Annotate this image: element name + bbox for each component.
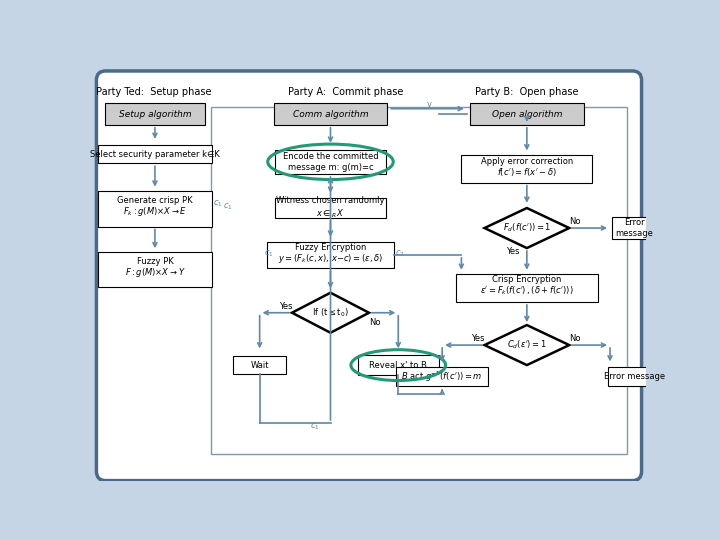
Text: $B$ act $g^{-1}(f(c'))=m$: $B$ act $g^{-1}(f(c'))=m$ bbox=[402, 369, 483, 384]
Bar bbox=[396, 367, 488, 386]
Polygon shape bbox=[292, 293, 369, 333]
Text: Open algorithm: Open algorithm bbox=[492, 110, 562, 119]
Text: Fuzzy PK: Fuzzy PK bbox=[137, 258, 174, 266]
Text: $c_1$: $c_1$ bbox=[222, 202, 233, 213]
Text: No: No bbox=[569, 218, 580, 226]
Bar bbox=[98, 191, 212, 226]
Bar bbox=[98, 252, 212, 287]
Text: y: y bbox=[426, 100, 431, 109]
Text: Party B:  Open phase: Party B: Open phase bbox=[475, 87, 579, 97]
Bar bbox=[211, 107, 627, 454]
Text: $F_k: g(M){\times}X{\rightarrow}E$: $F_k: g(M){\times}X{\rightarrow}E$ bbox=[123, 205, 187, 218]
Text: $c_1$: $c_1$ bbox=[310, 421, 320, 432]
Text: No: No bbox=[369, 318, 381, 327]
Text: $y{=}(F_k(c,x),\,x{-}c){=}(\varepsilon,\delta)$: $y{=}(F_k(c,x),\,x{-}c){=}(\varepsilon,\… bbox=[278, 252, 383, 265]
Text: Generate crisp PK: Generate crisp PK bbox=[117, 196, 193, 205]
Text: Yes: Yes bbox=[471, 334, 485, 343]
Bar bbox=[274, 103, 387, 125]
Polygon shape bbox=[485, 325, 570, 365]
Text: $F:g(M){\times}X{\rightarrow}Y$: $F:g(M){\times}X{\rightarrow}Y$ bbox=[125, 266, 185, 279]
Text: $C_d(\varepsilon')=1$: $C_d(\varepsilon')=1$ bbox=[507, 339, 546, 352]
Bar bbox=[274, 150, 387, 174]
Bar bbox=[358, 355, 438, 375]
Text: Setup algorithm: Setup algorithm bbox=[119, 110, 192, 119]
Text: Fuzzy Encryption: Fuzzy Encryption bbox=[294, 243, 366, 252]
Text: Yes: Yes bbox=[506, 247, 520, 256]
Text: $c_1$: $c_1$ bbox=[213, 198, 223, 208]
Text: $\varepsilon'{=}F_k(f(c')\,,(\delta+f(c')))$: $\varepsilon'{=}F_k(f(c')\,,(\delta+f(c'… bbox=[480, 284, 574, 296]
Bar bbox=[456, 274, 598, 302]
Text: Error
message: Error message bbox=[616, 218, 654, 238]
Text: Party Ted:  Setup phase: Party Ted: Setup phase bbox=[96, 87, 211, 97]
Bar bbox=[98, 145, 212, 164]
Text: Party A:  Commit phase: Party A: Commit phase bbox=[288, 87, 404, 97]
Bar bbox=[608, 367, 662, 386]
Polygon shape bbox=[485, 208, 570, 248]
Text: Yes: Yes bbox=[279, 302, 292, 311]
Text: $f(c'){=}f(x'-\delta)$: $f(c'){=}f(x'-\delta)$ bbox=[497, 166, 557, 178]
Bar bbox=[233, 356, 286, 374]
Text: Crisp Encryption: Crisp Encryption bbox=[492, 275, 562, 284]
Bar bbox=[274, 198, 387, 218]
Text: No: No bbox=[569, 334, 580, 343]
Text: $c_1$: $c_1$ bbox=[264, 248, 274, 259]
Text: Encode the committed
message m: g(m)=c: Encode the committed message m: g(m)=c bbox=[283, 152, 378, 172]
Text: Select security parameter k∈K: Select security parameter k∈K bbox=[90, 150, 220, 159]
Text: $c_2$: $c_2$ bbox=[395, 248, 405, 259]
FancyBboxPatch shape bbox=[96, 71, 642, 481]
Text: Error message: Error message bbox=[604, 372, 665, 381]
Text: Wait: Wait bbox=[251, 361, 269, 369]
Bar bbox=[470, 103, 584, 125]
Bar bbox=[267, 242, 394, 268]
Text: Comm algorithm: Comm algorithm bbox=[293, 110, 369, 119]
Bar bbox=[105, 103, 205, 125]
Text: $F_d(f(c'))=1$: $F_d(f(c'))=1$ bbox=[503, 222, 551, 234]
Text: Apply error correction: Apply error correction bbox=[481, 157, 573, 166]
Bar bbox=[462, 155, 593, 183]
Text: Witness chosen randomly
$x\in_R X$: Witness chosen randomly $x\in_R X$ bbox=[276, 197, 384, 220]
Text: Reveal x' to B: Reveal x' to B bbox=[369, 361, 427, 369]
Text: If (t$\leq$t$_0$): If (t$\leq$t$_0$) bbox=[312, 307, 349, 319]
Bar bbox=[611, 217, 658, 239]
